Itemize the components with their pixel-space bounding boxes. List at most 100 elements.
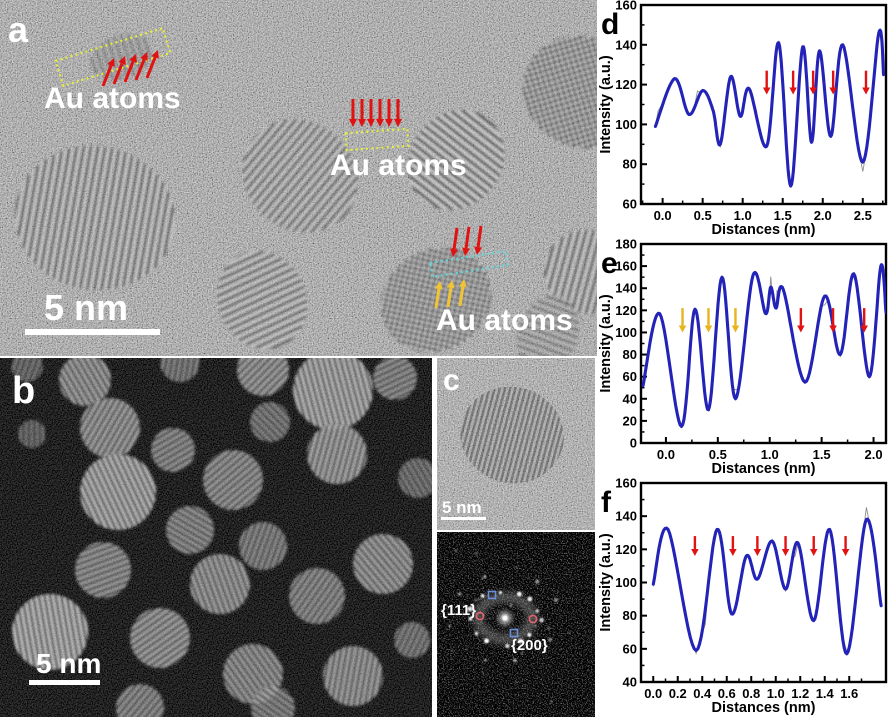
svg-text:140: 140 — [615, 509, 637, 524]
au-atoms-annotation-2: Au atoms — [330, 149, 467, 182]
darkfield-texture — [0, 358, 432, 717]
lattice-dashed-box — [344, 127, 410, 152]
x-axis-title: Distances (nm) — [712, 222, 816, 238]
svg-text:0.4: 0.4 — [693, 686, 712, 701]
panel-letter: d — [601, 8, 619, 41]
atom-position-arrows — [762, 70, 870, 95]
svg-text:160: 160 — [615, 259, 637, 274]
fft-label-200: {200} — [511, 637, 548, 654]
svg-text:80: 80 — [623, 157, 637, 172]
panel-a-annotations — [54, 26, 509, 309]
tick-labels: 0.0 0.2 0.4 0.6 0.8 1.0 1.2 1.4 1.6 40 60 80 100 120 1… — [615, 478, 858, 701]
smoothed-intensity-curve — [651, 517, 883, 656]
chart-e-intensity-profile: 0.0 0.5 1.0 1.5 2.0 0 20 40 60 80 100 120 140 160 180 D… — [597, 239, 892, 478]
x-axis-title: Distances (nm) — [712, 461, 816, 477]
panel-b-darkfield-image: b 5 nm — [0, 358, 432, 717]
svg-text:40: 40 — [623, 675, 637, 690]
svg-text:0.5: 0.5 — [694, 208, 712, 223]
svg-text:2.5: 2.5 — [854, 208, 872, 223]
scale-bar-c — [441, 517, 486, 520]
au-atoms-annotation-1: Au atoms — [44, 82, 181, 115]
hrtem-texture — [0, 0, 597, 356]
scale-bar-b — [29, 680, 100, 685]
atom-position-arrows — [691, 536, 850, 556]
svg-text:120: 120 — [615, 77, 637, 92]
lattice-dashed-box — [54, 26, 172, 88]
svg-text:100: 100 — [615, 325, 637, 340]
svg-text:0.0: 0.0 — [657, 447, 675, 462]
svg-text:80: 80 — [623, 608, 637, 623]
svg-text:0: 0 — [630, 436, 637, 451]
y-axis-title: Intensity (a.u.) — [598, 55, 614, 153]
panel-c-fft-pattern: {111} {200} — [437, 532, 595, 717]
fft-marker-111-circle — [475, 611, 485, 621]
fft-label-111: {111} — [441, 602, 477, 619]
lattice-dashed-box — [429, 249, 509, 279]
fft-diffraction-spots — [448, 549, 587, 708]
chart-e-plot: 0.0 0.5 1.0 1.5 2.0 0 20 40 60 80 100 120 140 160 180 D… — [597, 239, 892, 478]
svg-text:0.6: 0.6 — [718, 686, 736, 701]
axis-ticks — [641, 4, 884, 205]
panel-c-label: c — [443, 364, 460, 397]
fft-texture — [437, 532, 595, 717]
svg-text:100: 100 — [615, 117, 637, 132]
svg-text:1.5: 1.5 — [774, 208, 792, 223]
svg-text:1.6: 1.6 — [840, 686, 858, 701]
svg-text:0.0: 0.0 — [644, 686, 662, 701]
panel-letter: f — [601, 486, 612, 519]
svg-text:1.5: 1.5 — [813, 447, 831, 462]
y-axis-title: Intensity (a.u.) — [598, 533, 614, 631]
panel-c-hrtem-image: c 5 nm — [437, 358, 595, 530]
panel-a-label: a — [8, 9, 29, 50]
hrtem-particle-texture — [437, 358, 595, 530]
tick-labels: 0.0 0.5 1.0 1.5 2.0 0 20 40 60 80 100 120 140 160 180 — [615, 239, 882, 462]
fft-marker-200-square — [509, 628, 519, 638]
svg-text:0.5: 0.5 — [709, 447, 727, 462]
svg-text:0.0: 0.0 — [654, 208, 672, 223]
svg-text:180: 180 — [615, 239, 637, 252]
svg-text:1.0: 1.0 — [734, 208, 752, 223]
atom-position-arrows — [678, 308, 868, 333]
svg-text:0.8: 0.8 — [742, 686, 760, 701]
svg-text:60: 60 — [623, 197, 637, 212]
svg-text:20: 20 — [623, 413, 637, 428]
svg-text:60: 60 — [623, 369, 637, 384]
svg-text:160: 160 — [615, 0, 637, 13]
tick-labels: 0.0 0.5 1.0 1.5 2.0 2.5 60 80 100 120 140 160 — [615, 0, 872, 223]
chart-d-plot: 0.0 0.5 1.0 1.5 2.0 2.5 60 80 100 120 140 160 Distan… — [597, 0, 892, 239]
svg-text:1.0: 1.0 — [761, 447, 779, 462]
smoothed-intensity-curve — [653, 28, 886, 188]
fft-marker-200-square — [487, 590, 497, 600]
chart-f-intensity-profile: 0.0 0.2 0.4 0.6 0.8 1.0 1.2 1.4 1.6 40 60 80 100 120 1… — [597, 478, 892, 717]
svg-text:140: 140 — [615, 37, 637, 52]
svg-text:1.2: 1.2 — [791, 686, 809, 701]
svg-text:1.0: 1.0 — [767, 686, 785, 701]
x-axis-title: Distances (nm) — [712, 700, 816, 716]
svg-text:0.2: 0.2 — [669, 686, 687, 701]
panel-a-hrtem-image: a Au atoms Au atoms Au atoms 5 nm — [0, 0, 597, 356]
scale-bar-label-a: 5 nm — [44, 287, 129, 328]
y-axis-title: Intensity (a.u.) — [598, 294, 614, 392]
axis-ticks — [641, 482, 887, 683]
svg-text:40: 40 — [623, 391, 637, 406]
svg-text:1.4: 1.4 — [816, 686, 835, 701]
svg-text:2.0: 2.0 — [865, 447, 883, 462]
svg-text:140: 140 — [615, 281, 637, 296]
svg-text:100: 100 — [615, 575, 637, 590]
scale-bar-label-c: 5 nm — [442, 498, 482, 517]
smoothed-intensity-curve — [641, 263, 886, 428]
svg-text:2.0: 2.0 — [814, 208, 832, 223]
fft-diffuse-ring — [473, 592, 537, 644]
scale-bar-a — [25, 329, 160, 335]
chart-f-plot: 0.0 0.2 0.4 0.6 0.8 1.0 1.2 1.4 1.6 40 60 80 100 120 1… — [597, 478, 892, 717]
svg-text:160: 160 — [615, 478, 637, 491]
axis-ticks — [641, 243, 875, 444]
au-atoms-annotation-3: Au atoms — [436, 304, 573, 337]
svg-text:80: 80 — [623, 347, 637, 362]
panel-letter: e — [601, 247, 618, 280]
panel-b-label: b — [12, 370, 36, 412]
svg-text:60: 60 — [623, 641, 637, 656]
chart-d-intensity-profile: 0.0 0.5 1.0 1.5 2.0 2.5 60 80 100 120 140 160 Distan… — [597, 0, 892, 239]
svg-text:120: 120 — [615, 542, 637, 557]
